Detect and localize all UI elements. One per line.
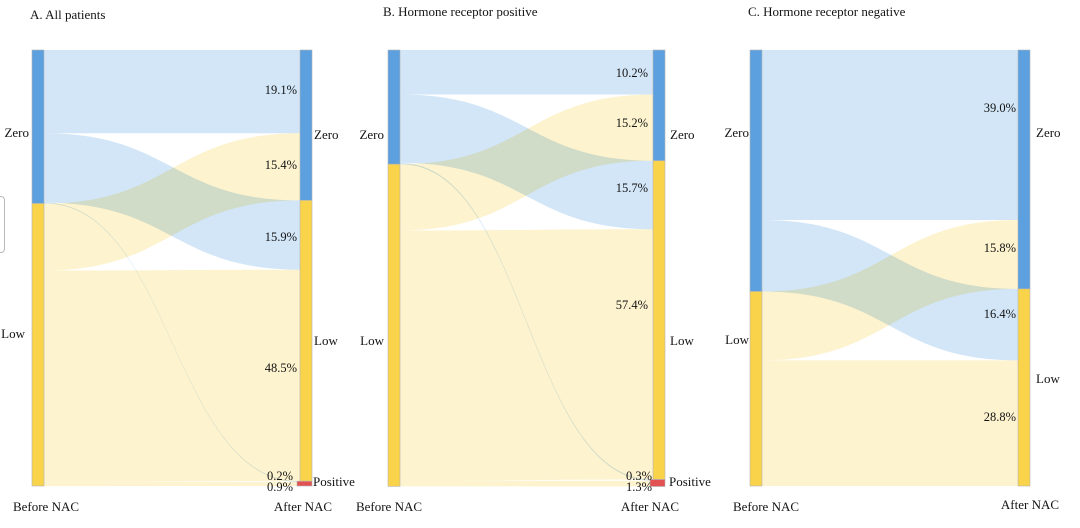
panel-a-flow-label: 15.9% [264,230,297,244]
panel-c-flow-label: 28.8% [983,410,1016,424]
panel-b-flow-label: 15.2% [615,116,648,130]
node-a-after-zero [299,49,313,201]
flow-a-low-to-positive [44,482,300,486]
panel-a-flow-label: 0.2% [266,469,293,483]
node-a-before-zero [31,49,45,204]
flow-b-zero-to-positive [400,162,653,481]
panel-c-right-node-label-zero: Zero [1036,125,1061,140]
flow-c-low-to-low [762,360,1018,486]
panel-a-flow-label: 15.4% [264,158,297,172]
panel-a-axis-after-nac: After NAC [273,499,333,514]
panel-c-flow-label: 39.0% [983,101,1016,115]
node-b-after-positive [649,479,666,487]
clipped-ui-fragment [0,196,5,253]
flow-b-low-to-low [400,229,653,481]
panel-b-left-node-label-zero: Zero [359,127,384,142]
panel-b-left-node-label-low: Low [360,333,384,348]
sankey-panel-c [749,49,1031,487]
panel-a-left-node-label-low: Low [1,326,25,341]
panel-c-axis-before-nac: Before NAC [732,499,800,514]
flow-a-zero-to-positive [44,202,300,483]
panel-a-left-node-label-zero: Zero [4,125,29,140]
node-c-after-zero [1017,49,1031,290]
sankey-panel-b [387,49,666,487]
panel-b-flow-label: 15.7% [615,181,648,195]
panel-b-axis-before-nac: Before NAC [355,499,423,514]
panel-a-flow-label: 48.5% [264,361,297,375]
panel-c-axis-after-nac: After NAC [1000,497,1060,512]
panel-b-title: B. Hormone receptor positive [383,4,538,19]
flow-b-low-to-positive [400,480,653,487]
panel-c-left-node-label-low: Low [725,332,749,347]
panel-b-right-node-label-positive: Positive [669,474,711,489]
node-c-before-zero [749,49,763,292]
panel-b-right-node-label-low: Low [670,333,694,348]
node-b-before-low [387,163,401,487]
panel-c-flow-label: 16.4% [983,307,1016,321]
flow-b-zero-to-low [400,94,653,230]
panel-b-flow-label: 0.3% [625,469,652,483]
flow-c-zero-to-low [762,220,1018,361]
flow-a-low-to-low [44,269,300,483]
flow-a-zero-to-low [44,133,300,270]
node-b-after-low [652,160,666,480]
panel-a-right-node-label-zero: Zero [314,127,339,142]
node-c-after-low [1017,288,1031,487]
panel-b-flow-label: 57.4% [615,298,648,312]
flow-a-zero-to-zero [44,50,300,134]
node-b-after-zero [652,49,666,161]
panel-b-flow-label: 1.3% [625,480,652,494]
panel-a-axis-before-nac: Before NAC [12,499,80,514]
sankey-panel-a [31,49,313,487]
flow-b-zero-to-zero [400,50,653,95]
node-b-before-zero [387,49,401,165]
panel-a-flow-label: 19.1% [264,83,297,97]
panel-b-axis-after-nac: After NAC [620,499,680,514]
panel-a-right-node-label-low: Low [314,333,338,348]
panel-c-flow-label: 15.8% [983,241,1016,255]
panel-b-flow-label: 10.2% [615,66,648,80]
node-a-after-low [299,200,313,482]
panel-c-title: C. Hormone receptor negative [748,4,906,19]
flow-c-zero-to-zero [762,50,1018,220]
panel-a-flow-label: 0.9% [266,480,293,494]
panel-a-right-node-label-positive: Positive [313,474,355,489]
node-a-before-low [31,203,45,487]
node-a-after-positive [296,480,313,487]
panel-c-left-node-label-zero: Zero [724,125,749,140]
node-c-before-low [749,291,763,487]
panel-c-right-node-label-low: Low [1036,371,1060,386]
panel-b-right-node-label-zero: Zero [670,127,695,142]
panel-a-title: A. All patients [30,7,106,22]
